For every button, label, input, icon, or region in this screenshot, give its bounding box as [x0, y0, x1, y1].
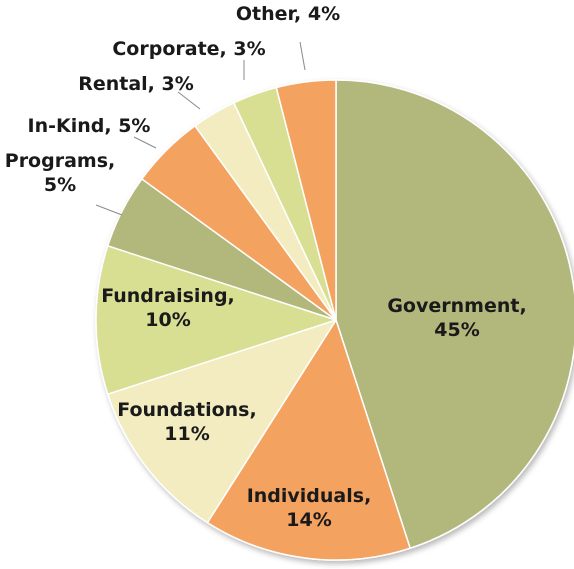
- slice-label-fundraising: Fundraising, 10%: [101, 285, 235, 331]
- pie-slices: [95, 79, 574, 561]
- leader-lines: [95, 41, 306, 216]
- slice-label-other: Other, 4%: [236, 3, 340, 25]
- slice-label-programs: Programs, 5%: [5, 150, 115, 196]
- slice-other: [275, 79, 337, 321]
- leader-line-other: [299, 41, 306, 71]
- slice-individuals: [206, 319, 411, 561]
- slice-fundraising: [95, 245, 337, 395]
- slice-label-government: Government, 45%: [387, 295, 526, 341]
- slice-government: [335, 79, 574, 549]
- leader-line-programs: [95, 204, 123, 216]
- leader-line-in-kind: [133, 136, 157, 149]
- slice-foundations: [107, 319, 337, 524]
- slice-label-rental: Rental, 3%: [78, 73, 194, 95]
- leader-line-rental: [177, 91, 201, 110]
- slice-labels: Government, 45% Individuals, 14% Foundations…: [5, 3, 527, 531]
- slice-label-foundations: Foundations, 11%: [117, 399, 256, 445]
- slice-label-in-kind: In-Kind, 5%: [28, 115, 151, 137]
- slice-label-corporate: Corporate, 3%: [112, 38, 265, 60]
- slice-label-individuals: Individuals, 14%: [247, 485, 372, 531]
